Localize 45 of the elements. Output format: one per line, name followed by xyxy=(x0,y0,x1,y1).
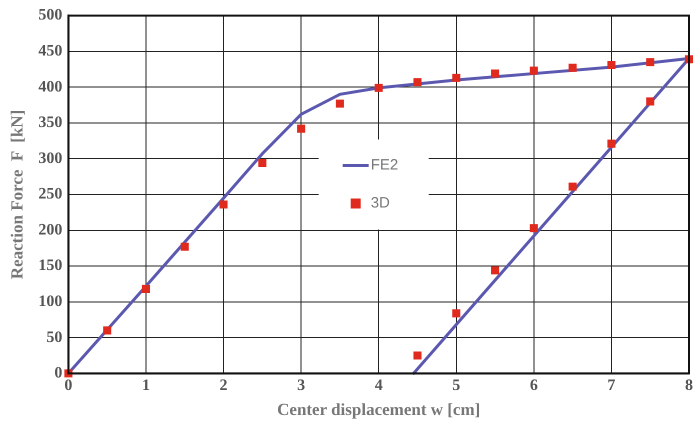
y-tick-label: 450 xyxy=(38,42,62,60)
x-tick-label: 3 xyxy=(297,377,306,394)
y-tick-label: 0 xyxy=(54,364,62,382)
legend-label: 3D xyxy=(370,194,390,212)
point xyxy=(607,60,616,70)
y-tick-label: 300 xyxy=(38,150,62,167)
y-tick-label: 500 xyxy=(38,6,62,24)
point xyxy=(258,158,266,168)
x-tick-label: 6 xyxy=(530,377,538,394)
point xyxy=(530,66,538,75)
point xyxy=(530,224,538,232)
point xyxy=(374,84,383,92)
point xyxy=(607,140,616,148)
point xyxy=(103,326,112,334)
point xyxy=(646,58,654,66)
x-tick-label: 7 xyxy=(607,377,616,394)
x-axis-title: Center displacement w [cm] xyxy=(277,400,480,420)
x-tick-label: 5 xyxy=(452,377,460,394)
point xyxy=(491,70,500,78)
point xyxy=(568,182,577,191)
y-tick-label: 200 xyxy=(38,221,62,238)
y-tick-label: 100 xyxy=(38,292,62,310)
point xyxy=(452,309,460,318)
point xyxy=(220,200,228,209)
x-tick-label: 2 xyxy=(220,377,228,394)
y-tick-label: 350 xyxy=(38,114,62,132)
point xyxy=(142,284,150,293)
y-axis-title: Reaction Force F [kN] xyxy=(8,110,27,280)
y-tick-label: 250 xyxy=(38,186,62,203)
point xyxy=(452,74,460,82)
point xyxy=(180,242,189,251)
point xyxy=(413,351,422,360)
point xyxy=(491,266,500,274)
point xyxy=(568,64,577,72)
legend-label: FE2 xyxy=(370,156,398,174)
x-tick-label: 1 xyxy=(142,377,150,394)
x-tick-label: 4 xyxy=(374,377,383,394)
point xyxy=(297,124,306,133)
y-tick-label: 400 xyxy=(38,78,62,96)
point xyxy=(413,78,422,86)
point xyxy=(646,97,654,106)
y-tick-label: 150 xyxy=(38,257,62,274)
x-tick-label: 8 xyxy=(685,377,693,394)
y-tick-label: 50 xyxy=(46,328,62,346)
point xyxy=(336,100,344,108)
